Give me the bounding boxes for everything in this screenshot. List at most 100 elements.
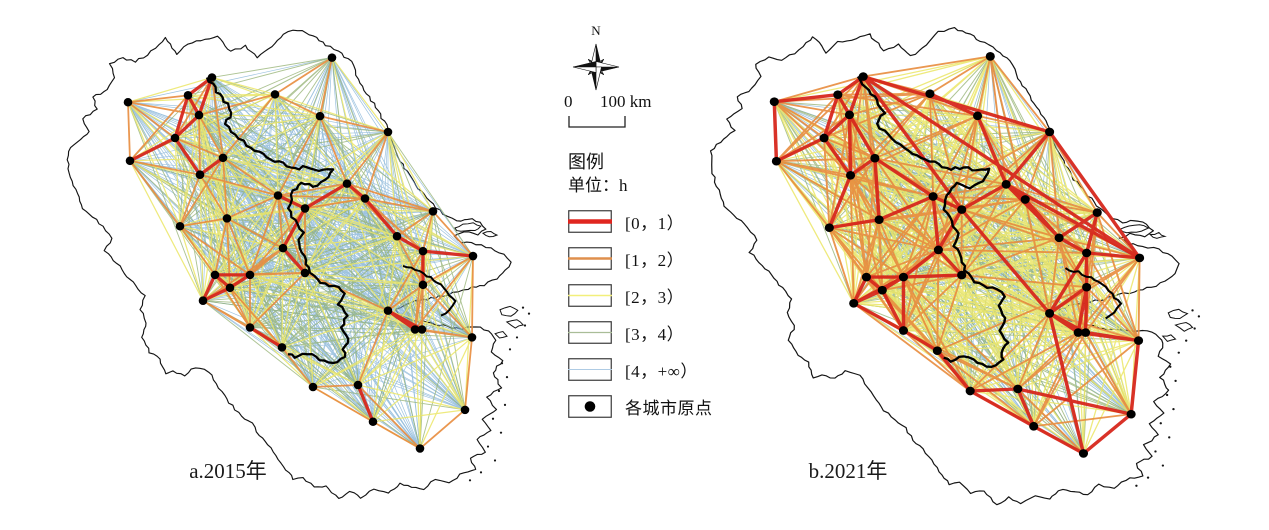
edge-line: [1137, 257, 1141, 342]
edge-line: [281, 346, 374, 423]
edge-line: [249, 326, 314, 388]
city-node: [965, 386, 975, 396]
edge-line: [1047, 130, 1142, 260]
city-node: [467, 333, 477, 342]
legend-item-label: [4，+∞）: [625, 362, 698, 381]
island-outline: [454, 222, 482, 232]
city-node: [898, 272, 909, 282]
edge-line: [179, 156, 224, 228]
edge-line: [937, 236, 1061, 251]
edge-line: [902, 274, 963, 332]
edge-line: [847, 113, 877, 160]
city-node: [844, 110, 855, 120]
edge-line: [968, 389, 1036, 428]
edge-line: [1024, 198, 1088, 254]
edge-line: [129, 160, 251, 328]
city-node: [170, 133, 180, 143]
edge-line: [229, 287, 389, 312]
city-node: [1020, 195, 1030, 204]
edge-line: [249, 274, 424, 286]
edge-line: [935, 349, 972, 393]
edge-line: [823, 92, 931, 139]
edge-line: [881, 274, 963, 292]
city-node: [415, 444, 425, 453]
city-node: [222, 214, 232, 223]
edge-line: [187, 94, 306, 210]
edge-line: [1084, 251, 1142, 260]
islet-dot: [1193, 327, 1196, 330]
edge-line: [249, 284, 424, 328]
legend-line-swatch: [568, 284, 612, 307]
edge-line: [372, 255, 474, 423]
edge-line: [174, 137, 279, 197]
edge-line: [960, 236, 1061, 276]
legend-item-city-point: 各城市原点: [568, 395, 750, 418]
city-node: [957, 270, 967, 280]
edge-line: [775, 160, 831, 229]
edge-line: [214, 217, 228, 276]
edge-line: [372, 336, 473, 423]
edge-line: [1023, 197, 1061, 240]
edge-line: [357, 336, 473, 386]
edge-line: [229, 272, 306, 289]
edge-line: [419, 255, 474, 450]
edge-line: [281, 246, 307, 275]
edge-line: [282, 183, 348, 249]
edge-line: [823, 137, 868, 278]
edge-line: [226, 217, 398, 237]
edge-line: [229, 286, 283, 349]
edge-line: [414, 283, 424, 331]
edge-line: [932, 131, 1051, 198]
edge-line: [1016, 387, 1036, 428]
edge-line: [936, 286, 1088, 352]
edge-line: [211, 76, 366, 199]
edge-line: [773, 101, 868, 278]
city-node: [175, 222, 185, 231]
city-node: [327, 53, 337, 62]
city-node: [207, 73, 217, 82]
islet-dot: [493, 459, 497, 462]
edge-line: [304, 272, 314, 388]
edge-line: [249, 272, 306, 329]
city-node: [824, 223, 834, 233]
edge-line: [304, 255, 474, 274]
edge-line: [222, 157, 366, 200]
edge-line: [928, 92, 980, 118]
city-node: [1126, 409, 1136, 419]
edge-line: [937, 183, 1008, 251]
edge-line: [319, 115, 366, 200]
edge-line: [936, 339, 1140, 352]
edge-line: [1016, 387, 1133, 416]
edge-line: [775, 160, 939, 352]
scale-end-label: 100 km: [600, 92, 652, 111]
edge-line: [364, 131, 389, 200]
edge-line: [127, 101, 200, 117]
scale-start-label: 0: [564, 92, 573, 111]
edge-line: [281, 247, 284, 348]
edge-line: [197, 75, 214, 117]
edge-line: [1016, 312, 1051, 390]
islet-dot: [505, 376, 509, 379]
city-node: [410, 325, 420, 334]
edge-line: [775, 115, 979, 162]
edge-line: [127, 101, 204, 302]
edge-line: [304, 210, 434, 274]
edge-line: [968, 387, 1020, 393]
edge-line: [822, 136, 853, 177]
edge-line: [937, 249, 971, 392]
edge-line: [1016, 331, 1080, 390]
edge-line: [199, 173, 279, 197]
island-outline: [1161, 334, 1177, 342]
edge-line: [198, 93, 276, 117]
edge-line: [199, 93, 276, 176]
map-2021: [709, 26, 1201, 506]
edge-line: [1057, 210, 1099, 240]
city-node: [308, 382, 318, 392]
edge-line: [1032, 331, 1087, 428]
city-node: [1082, 248, 1092, 258]
edge-line: [901, 328, 940, 353]
edge-line: [1058, 236, 1088, 289]
city-node: [392, 231, 402, 241]
edge-line: [837, 55, 991, 96]
edge-line: [357, 384, 466, 411]
